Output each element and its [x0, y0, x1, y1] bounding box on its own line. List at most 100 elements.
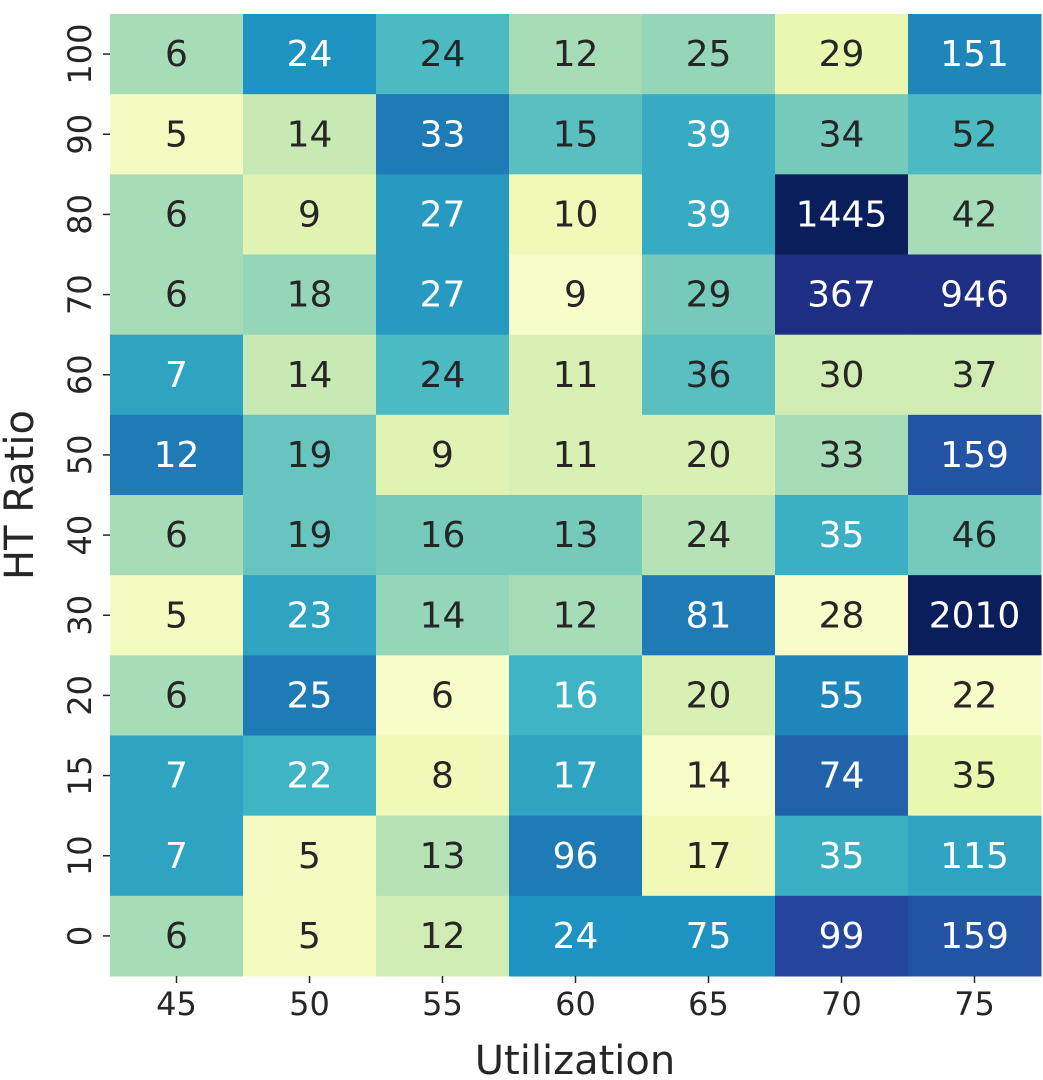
heatmap-cell	[642, 575, 776, 656]
cell-value-label: 20	[686, 675, 732, 716]
x-axis-title: Utilization	[475, 1038, 675, 1080]
cell-value-label: 39	[686, 194, 732, 235]
cell-value-label: 9	[431, 435, 454, 476]
heatmap-cell	[642, 174, 776, 255]
cell-value-label: 159	[940, 916, 1009, 957]
cell-value-label: 6	[165, 675, 188, 716]
heatmap-cell	[908, 895, 1042, 977]
heatmap-cell	[243, 414, 377, 496]
heatmap-cell	[908, 815, 1042, 897]
x-axis-ticks: 45 50 55 60 65 70 75	[156, 976, 995, 1023]
heatmap-cell	[376, 94, 510, 175]
heatmap-cell	[243, 575, 377, 656]
heatmap-cells	[110, 14, 1042, 977]
cell-value-label: 17	[553, 756, 599, 797]
cell-value-label: 5	[165, 114, 188, 155]
y-axis-title: HT Ratio	[0, 410, 43, 580]
heatmap-cell	[509, 174, 643, 255]
heatmap-cell	[110, 414, 244, 496]
heatmap-cell	[376, 815, 510, 897]
x-tick-label: 75	[954, 985, 995, 1023]
y-tick-label: 40	[61, 515, 99, 556]
heatmap-cell	[376, 334, 510, 416]
heatmap-cell	[509, 334, 643, 416]
heatmap-cell	[509, 94, 643, 175]
cell-value-label: 75	[686, 916, 732, 957]
cell-value-label: 14	[420, 595, 466, 636]
cell-value-label: 35	[819, 836, 865, 877]
heatmap-cell	[110, 254, 244, 336]
cell-value-label: 37	[952, 355, 998, 396]
heatmap-cell	[243, 254, 377, 336]
cell-value-label: 96	[553, 836, 599, 877]
heatmap-cell	[243, 14, 377, 95]
heatmap-cell	[775, 94, 909, 175]
y-tick-label: 0	[61, 926, 99, 946]
heatmap-cell	[775, 254, 909, 336]
cell-value-label: 6	[165, 194, 188, 235]
heatmap-cell	[509, 735, 643, 817]
heatmap-cell	[110, 815, 244, 897]
y-tick-label: 10	[61, 835, 99, 876]
x-tick-label: 55	[422, 985, 463, 1023]
heatmap-cell	[775, 735, 909, 817]
cell-value-label: 6	[165, 916, 188, 957]
heatmap-cell	[642, 94, 776, 175]
heatmap-cell	[642, 895, 776, 977]
heatmap-cell	[376, 895, 510, 977]
heatmap-cell	[376, 735, 510, 817]
heatmap-cell	[243, 735, 377, 817]
cell-value-label: 24	[553, 916, 599, 957]
heatmap-cell	[243, 174, 377, 255]
cell-value-label: 14	[287, 355, 333, 396]
y-tick-label: 50	[61, 435, 99, 476]
heatmap-cell	[376, 174, 510, 255]
cell-value-label: 17	[686, 836, 732, 877]
cell-value-label: 16	[420, 515, 466, 556]
heatmap-cell	[642, 334, 776, 416]
heatmap-cell	[110, 495, 244, 576]
cell-value-label: 27	[420, 194, 466, 235]
cell-value-label: 46	[952, 515, 998, 556]
heatmap-cell	[642, 735, 776, 817]
cell-value-label: 22	[952, 675, 998, 716]
heatmap-cell	[775, 14, 909, 95]
heatmap-cell	[775, 174, 909, 255]
y-tick-label: 70	[61, 274, 99, 315]
cell-value-label: 13	[553, 515, 599, 556]
cell-value-label: 11	[553, 355, 599, 396]
heatmap-cell	[642, 495, 776, 576]
y-tick-label: 100	[61, 24, 99, 85]
heatmap-cell	[509, 495, 643, 576]
heatmap-cell	[376, 655, 510, 736]
heatmap-cell	[110, 94, 244, 175]
heatmap-cell	[110, 14, 244, 95]
heatmap-cell	[509, 655, 643, 736]
cell-value-label: 29	[819, 34, 865, 75]
x-tick-label: 50	[289, 985, 330, 1023]
heatmap-cell	[243, 895, 377, 977]
cell-value-label: 24	[420, 34, 466, 75]
cell-value-label: 23	[287, 595, 333, 636]
cell-value-label: 2010	[929, 595, 1021, 636]
heatmap-cell	[775, 815, 909, 897]
cell-value-label: 151	[940, 34, 1009, 75]
heatmap-cell	[243, 495, 377, 576]
cell-value-label: 6	[165, 34, 188, 75]
y-tick-label: 20	[61, 675, 99, 716]
cell-value-label: 7	[165, 355, 188, 396]
heatmap-cell	[110, 334, 244, 416]
cell-value-label: 29	[686, 275, 732, 316]
cell-value-label: 159	[940, 435, 1009, 476]
heatmap-cell	[908, 575, 1042, 656]
cell-value-label: 11	[553, 435, 599, 476]
cell-value-label: 12	[553, 595, 599, 636]
y-tick-label: 15	[61, 755, 99, 796]
heatmap-cell	[908, 655, 1042, 736]
cell-value-label: 20	[686, 435, 732, 476]
cell-value-label: 55	[819, 675, 865, 716]
heatmap-cell	[775, 414, 909, 496]
cell-value-label: 8	[431, 756, 454, 797]
heatmap-cell	[908, 414, 1042, 496]
